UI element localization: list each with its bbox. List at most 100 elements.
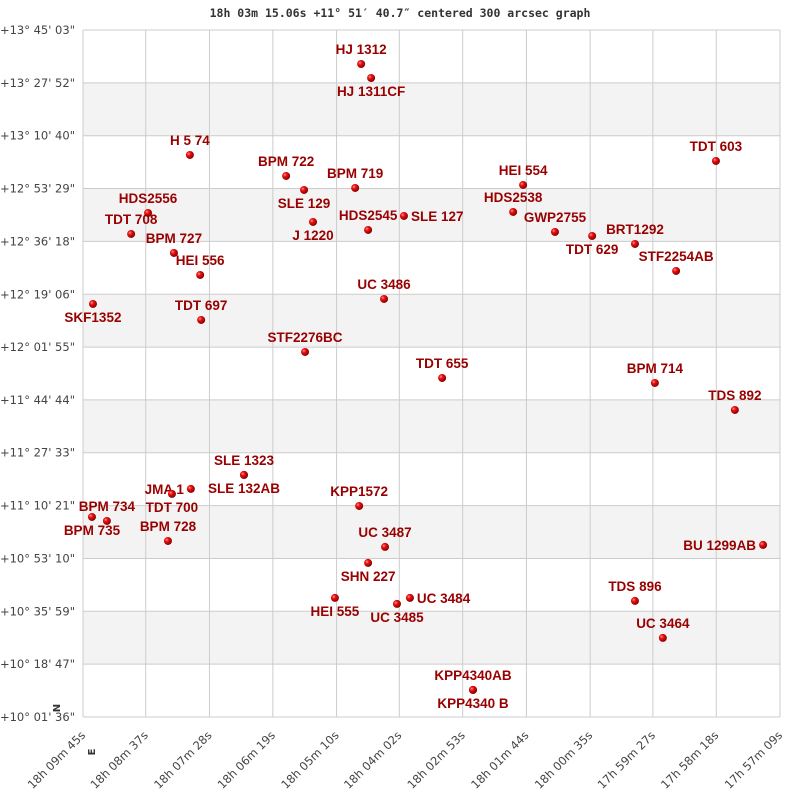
star-point: TDS 896 bbox=[608, 579, 662, 605]
star-label: UC 3487 bbox=[358, 525, 411, 540]
star-label: BU 1299AB bbox=[683, 538, 756, 553]
x-tick-label: 18h 09m 45s bbox=[25, 728, 88, 791]
star-marker bbox=[730, 405, 739, 414]
y-tick-label: +12° 53' 29" bbox=[0, 182, 75, 196]
star-marker bbox=[367, 74, 376, 83]
star-point: BU 1299AB bbox=[683, 538, 768, 553]
y-tick-label: +13° 45' 03" bbox=[0, 23, 75, 37]
x-tick-label: 18h 05m 10s bbox=[278, 728, 341, 791]
star-marker bbox=[588, 231, 597, 240]
chart-title: 18h 03m 15.06s +11° 51′ 40.7″ centered 3… bbox=[210, 6, 591, 20]
star-point: TDT 700 bbox=[146, 489, 198, 515]
star-marker bbox=[169, 248, 178, 257]
star-marker bbox=[144, 208, 153, 217]
star-label: HEI 555 bbox=[311, 604, 360, 619]
star-point: STF2254AB bbox=[639, 249, 714, 275]
star-point: BPM 734 bbox=[79, 499, 136, 525]
star-point: BPM 722 bbox=[258, 154, 314, 180]
star-label: TDT 708 bbox=[105, 212, 158, 227]
star-point: TDS 892 bbox=[708, 388, 762, 414]
star-point: SLE 132AB bbox=[208, 470, 280, 496]
star-label: TDS 892 bbox=[708, 388, 761, 403]
star-label: J 1220 bbox=[292, 228, 333, 243]
star-label: HDS2538 bbox=[484, 190, 543, 205]
star-marker bbox=[185, 150, 194, 159]
star-label: KPP4340AB bbox=[434, 668, 512, 683]
star-label: TDS 896 bbox=[608, 579, 662, 594]
star-point: SLE 127 bbox=[399, 209, 463, 224]
star-point: HJ 1312 bbox=[336, 42, 387, 68]
star-point: UC 3484 bbox=[405, 591, 471, 606]
star-point: SHN 227 bbox=[341, 558, 396, 584]
y-tick-label: +12° 01' 55" bbox=[0, 340, 75, 354]
star-point: KPP4340 B bbox=[437, 685, 509, 711]
x-tick-label: 18h 01m 44s bbox=[468, 728, 531, 791]
star-marker bbox=[392, 599, 401, 608]
star-label: SHN 227 bbox=[341, 569, 396, 584]
star-point: TDT 655 bbox=[416, 356, 469, 382]
star-marker bbox=[364, 225, 373, 234]
star-marker bbox=[658, 633, 667, 642]
star-marker bbox=[759, 540, 768, 549]
star-marker bbox=[88, 299, 97, 308]
star-marker bbox=[468, 685, 477, 694]
star-point: HJ 1311CF bbox=[337, 74, 405, 99]
star-point: TDT 708 bbox=[105, 212, 158, 238]
y-tick-label: +10° 01' 36" bbox=[0, 710, 75, 724]
star-point: BRT1292 bbox=[606, 222, 664, 248]
star-marker bbox=[672, 266, 681, 275]
star-label: JMA 1 bbox=[145, 482, 185, 497]
star-marker bbox=[282, 171, 291, 180]
star-point: TDT 629 bbox=[566, 231, 618, 257]
star-marker bbox=[550, 227, 559, 236]
star-marker bbox=[357, 59, 366, 68]
star-point: HEI 556 bbox=[176, 253, 225, 279]
star-marker bbox=[196, 270, 205, 279]
star-marker bbox=[405, 593, 414, 602]
star-label: UC 3484 bbox=[417, 591, 471, 606]
star-label: BRT1292 bbox=[606, 222, 664, 237]
star-marker bbox=[630, 239, 639, 248]
star-marker bbox=[300, 185, 309, 194]
plot-area bbox=[83, 30, 780, 717]
x-tick-label: 17h 59m 27s bbox=[595, 728, 658, 791]
x-tick-label: 18h 08m 37s bbox=[87, 728, 150, 791]
y-tick-label: +12° 36' 18" bbox=[0, 234, 75, 248]
grid-band bbox=[83, 505, 780, 559]
star-point: UC 3487 bbox=[358, 525, 412, 551]
east-indicator: E bbox=[87, 748, 98, 755]
star-point: TDT 697 bbox=[175, 298, 227, 324]
star-label: TDT 655 bbox=[416, 356, 469, 371]
star-marker bbox=[87, 512, 96, 521]
x-tick-label: 18h 06m 19s bbox=[215, 728, 278, 791]
star-point: UC 3486 bbox=[357, 277, 411, 303]
x-tick-label: 17h 58m 18s bbox=[658, 728, 721, 791]
star-label: H 5 74 bbox=[170, 133, 210, 148]
star-marker bbox=[167, 489, 176, 498]
north-indicator: N bbox=[52, 704, 63, 712]
y-tick-label: +12° 19' 06" bbox=[0, 287, 75, 301]
star-point: HDS2556 bbox=[119, 191, 178, 217]
star-point: HDS2538 bbox=[484, 190, 543, 216]
star-label: BPM 714 bbox=[627, 361, 684, 376]
star-point: TDT 603 bbox=[690, 139, 743, 165]
star-label: SLE 1323 bbox=[214, 453, 275, 468]
star-label: GWP2755 bbox=[524, 210, 587, 225]
y-tick-label: +13° 10' 40" bbox=[0, 129, 75, 143]
star-point: J 1220 bbox=[292, 217, 334, 243]
star-label: HDS2556 bbox=[119, 191, 178, 206]
star-point: UC 3485 bbox=[370, 599, 424, 625]
star-label: BPM 734 bbox=[79, 499, 136, 514]
star-marker bbox=[330, 593, 339, 602]
star-marker bbox=[186, 484, 195, 493]
star-marker bbox=[438, 373, 447, 382]
star-label: KPP1572 bbox=[330, 484, 388, 499]
star-marker bbox=[163, 536, 172, 545]
y-tick-label: +11° 44' 44" bbox=[0, 393, 75, 407]
star-marker bbox=[355, 501, 364, 510]
x-tick-label: 18h 07m 28s bbox=[151, 728, 214, 791]
star-point: BPM 728 bbox=[140, 519, 197, 545]
star-point: BPM 735 bbox=[64, 512, 121, 538]
star-point: BPM 727 bbox=[146, 231, 202, 257]
